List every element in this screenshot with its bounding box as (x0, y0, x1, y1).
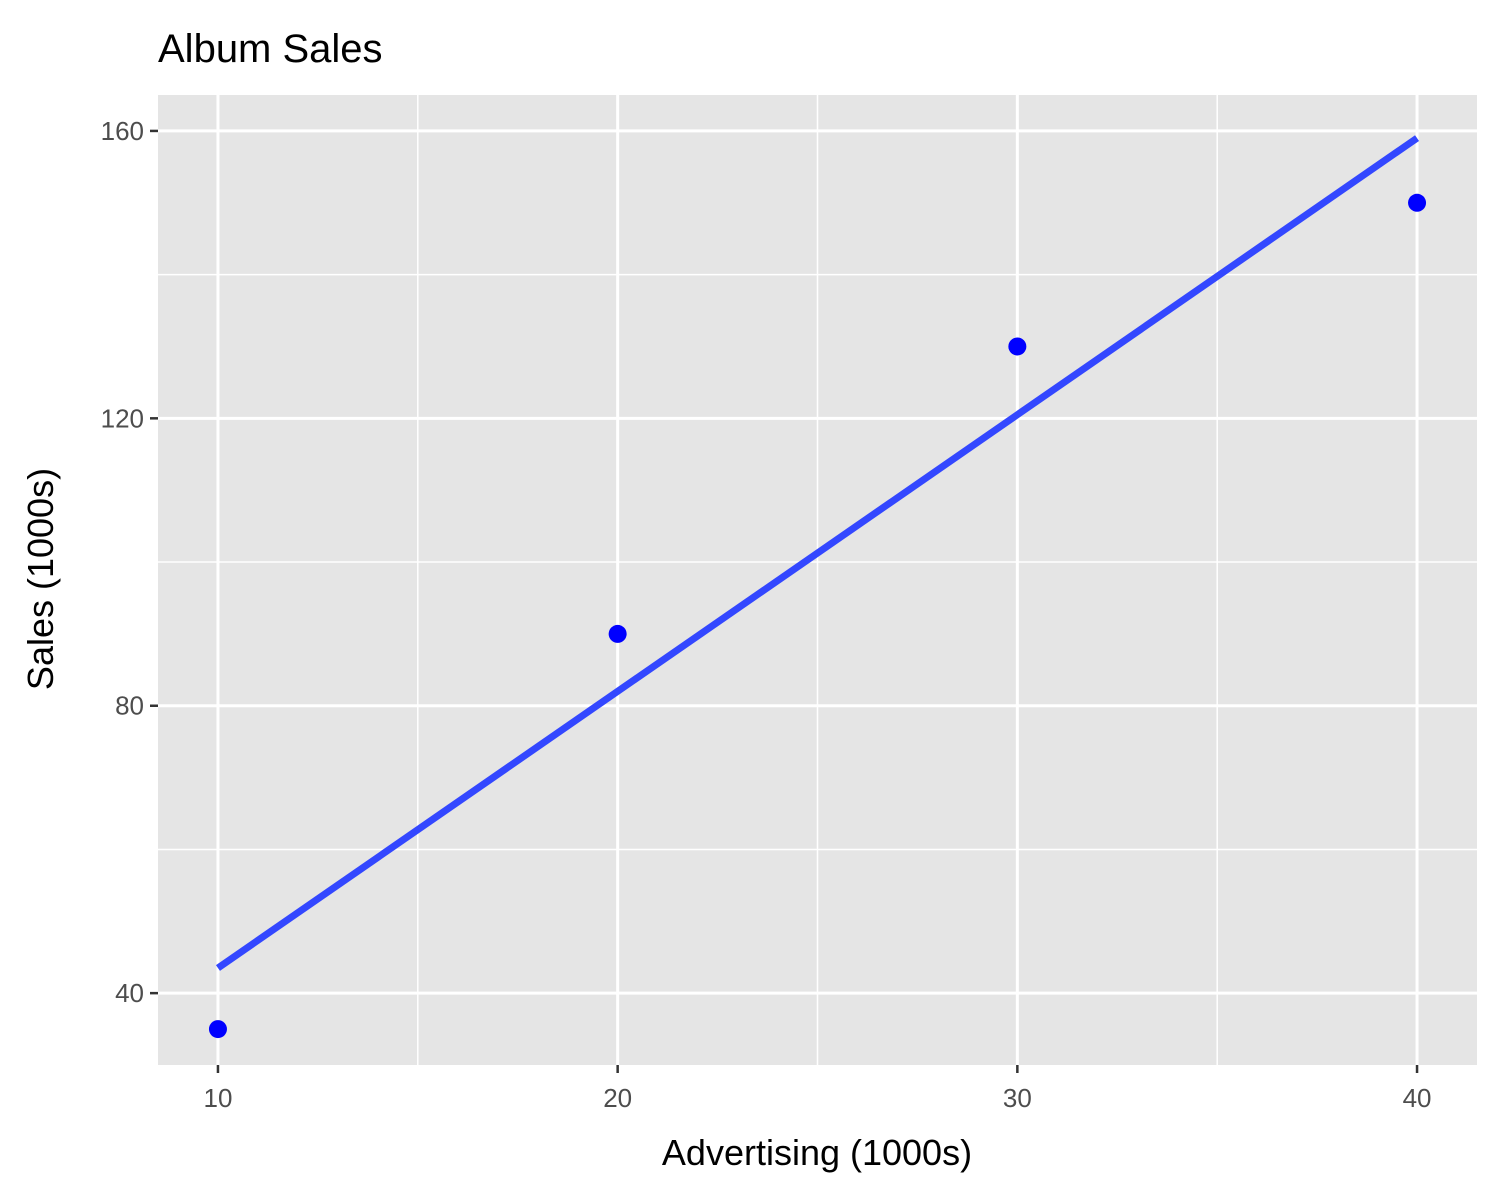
grid-lines (158, 95, 1477, 1065)
axis-ticks: 10 20 30 40 40 80 120 160 (101, 116, 1432, 1113)
data-points (208, 193, 1427, 1039)
data-point (1408, 193, 1427, 212)
y-tick-label: 120 (101, 403, 144, 433)
y-tick-label: 80 (115, 691, 144, 721)
x-tick-label: 30 (1003, 1083, 1032, 1113)
x-tick-label: 40 (1403, 1083, 1432, 1113)
regression-line (215, 135, 1420, 971)
fit-line-layer (215, 135, 1420, 971)
data-point (208, 1020, 227, 1039)
y-tick-label: 160 (101, 116, 144, 146)
data-point (1008, 337, 1027, 356)
x-tick-label: 20 (603, 1083, 632, 1113)
x-axis-title: Advertising (1000s) (662, 1132, 972, 1173)
y-tick-label: 40 (115, 978, 144, 1008)
y-axis-title: Sales (1000s) (20, 468, 61, 690)
data-point (608, 624, 627, 643)
x-tick-label: 10 (203, 1083, 232, 1113)
chart-title: Album Sales (158, 27, 383, 71)
